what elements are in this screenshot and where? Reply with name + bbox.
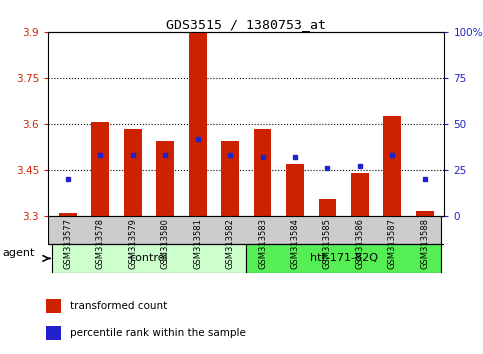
Bar: [384, 116, 401, 216]
Bar: [52, 244, 246, 273]
Text: GSM313585: GSM313585: [323, 218, 332, 269]
Title: GDS3515 / 1380753_at: GDS3515 / 1380753_at: [166, 18, 327, 31]
Text: GSM313583: GSM313583: [258, 218, 267, 269]
Text: GSM313584: GSM313584: [291, 218, 299, 269]
Bar: [91, 122, 109, 216]
Bar: [221, 141, 239, 216]
Text: GSM313581: GSM313581: [193, 218, 202, 269]
Bar: [124, 129, 142, 216]
Text: GSM313577: GSM313577: [63, 218, 72, 269]
Bar: [156, 141, 174, 216]
Text: agent: agent: [2, 248, 35, 258]
Bar: [254, 129, 271, 216]
Text: transformed count: transformed count: [70, 301, 167, 311]
Text: GSM313588: GSM313588: [420, 218, 429, 269]
Bar: [48, 216, 441, 244]
Text: htt-171-82Q: htt-171-82Q: [310, 253, 378, 263]
Bar: [46, 299, 61, 313]
Bar: [59, 213, 77, 216]
Bar: [46, 326, 61, 340]
Text: GSM313582: GSM313582: [226, 218, 235, 269]
Text: GSM313587: GSM313587: [388, 218, 397, 269]
Bar: [189, 33, 207, 216]
Text: GSM313578: GSM313578: [96, 218, 105, 269]
Text: GSM313579: GSM313579: [128, 218, 137, 269]
Text: percentile rank within the sample: percentile rank within the sample: [70, 328, 246, 338]
Text: GSM313586: GSM313586: [355, 218, 365, 269]
Bar: [319, 199, 337, 216]
Bar: [286, 164, 304, 216]
Text: GSM313580: GSM313580: [161, 218, 170, 269]
Bar: [351, 173, 369, 216]
Text: control: control: [129, 253, 168, 263]
Bar: [246, 244, 441, 273]
Bar: [416, 211, 434, 216]
